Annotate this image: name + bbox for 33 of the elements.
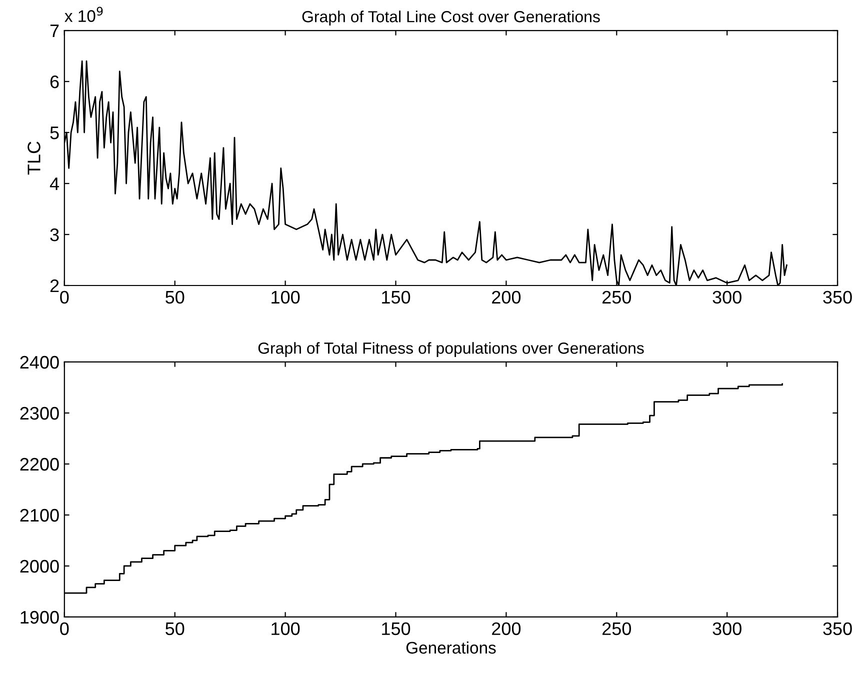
y-tick-label: 2100 (20, 508, 59, 522)
x-tick-label: 350 (823, 622, 852, 636)
x-tick-label: 300 (712, 290, 742, 304)
x-tick-label: 250 (602, 622, 631, 636)
y-tick-label: 1900 (20, 610, 59, 624)
x-tick-label: 200 (492, 290, 521, 304)
y-tick-label: 2400 (20, 356, 59, 369)
y-tick-label: 2300 (20, 406, 59, 420)
x-tick-label: 200 (492, 622, 521, 636)
x-tick-label: 100 (272, 622, 300, 636)
x-axis-title: Generations (406, 641, 496, 654)
text: x 10$^{9}$ (64, 6, 103, 22)
y-tick-label: 3 (50, 228, 59, 242)
y-tick-label: 2000 (20, 560, 59, 573)
y-tick-label: 5 (50, 126, 59, 140)
x-tick-label: 0 (60, 290, 69, 304)
x-tick-label: 50 (166, 622, 184, 636)
chart-title: Graph of Total Line Cost over Generations (302, 10, 600, 26)
x-tick-label: 50 (166, 290, 184, 304)
y-tick-label: 6 (50, 75, 59, 88)
x-tick-label: 300 (712, 622, 742, 636)
y-tick-label: 2 (50, 279, 59, 292)
y-tick-label: 7 (50, 24, 59, 38)
x-tick-label: 150 (382, 622, 410, 636)
x-tick-label: 350 (823, 290, 852, 304)
x-tick-label: 0 (60, 622, 69, 636)
x-tick-label: 100 (272, 290, 300, 304)
x-tick-label: 250 (602, 290, 631, 304)
y-tick-label: 2200 (20, 458, 59, 471)
chart-title: Graph of Total Fitness of populations over Generations (258, 342, 644, 357)
y-tick-label: 4 (50, 178, 60, 190)
y-axis-title: TLC (28, 142, 40, 175)
x-tick-label: 150 (382, 290, 410, 304)
